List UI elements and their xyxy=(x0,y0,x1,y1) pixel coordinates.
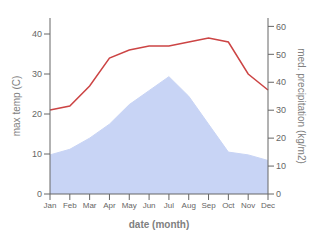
svg-text:Apr: Apr xyxy=(103,201,116,210)
svg-text:60: 60 xyxy=(276,22,286,32)
svg-text:May: May xyxy=(122,201,137,210)
svg-text:10: 10 xyxy=(32,149,42,159)
svg-text:20: 20 xyxy=(32,109,42,119)
svg-text:max temp (C): max temp (C) xyxy=(11,76,22,137)
svg-text:Sep: Sep xyxy=(201,201,216,210)
svg-text:Aug: Aug xyxy=(182,201,196,210)
svg-text:30: 30 xyxy=(276,105,286,115)
svg-text:Dec: Dec xyxy=(261,201,275,210)
svg-text:50: 50 xyxy=(276,50,286,60)
svg-text:date (month): date (month) xyxy=(129,219,190,230)
svg-text:Jan: Jan xyxy=(44,201,57,210)
svg-text:Jun: Jun xyxy=(143,201,156,210)
svg-text:Nov: Nov xyxy=(241,201,255,210)
svg-text:0: 0 xyxy=(37,189,42,199)
svg-text:10: 10 xyxy=(276,161,286,171)
svg-text:40: 40 xyxy=(32,29,42,39)
svg-text:Feb: Feb xyxy=(63,201,77,210)
svg-text:0: 0 xyxy=(276,189,281,199)
svg-text:Mar: Mar xyxy=(83,201,97,210)
svg-text:Jul: Jul xyxy=(164,201,174,210)
svg-text:med. precipitation (kg/m2): med. precipitation (kg/m2) xyxy=(296,48,307,164)
svg-text:Oct: Oct xyxy=(222,201,235,210)
svg-text:30: 30 xyxy=(32,69,42,79)
svg-text:40: 40 xyxy=(276,77,286,87)
svg-text:20: 20 xyxy=(276,133,286,143)
